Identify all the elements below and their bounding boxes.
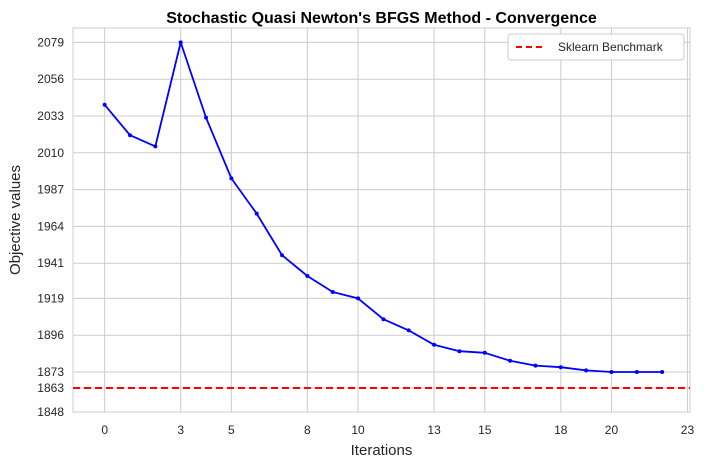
x-tick-label: 8 — [304, 423, 311, 437]
data-point — [305, 274, 310, 278]
plot-area — [72, 27, 691, 413]
y-tick-label: 1987 — [37, 183, 64, 197]
data-point — [508, 358, 513, 363]
x-tick-label: 20 — [605, 423, 619, 437]
data-point — [609, 370, 614, 374]
data-point — [634, 370, 639, 374]
data-point — [533, 363, 538, 368]
data-point — [229, 176, 234, 181]
y-tick-labels: 1848 1863 1873 1896 1919 1941 1964 1987 2010 2033… — [37, 35, 64, 419]
y-tick-label: 1873 — [37, 365, 64, 379]
y-tick-label: 2079 — [37, 35, 64, 49]
y-tick-label: 1896 — [37, 328, 64, 342]
chart-title: Stochastic Quasi Newton's BFGS Method - … — [166, 10, 597, 27]
plot-background — [73, 28, 690, 412]
legend: Sklearn Benchmark — [507, 33, 685, 61]
y-tick-label: 1964 — [37, 219, 64, 233]
x-tick-labels: 0 3 5 8 10 13 15 18 20 23 — [101, 423, 694, 437]
y-axis-title: Objective values — [7, 165, 24, 275]
data-point — [406, 328, 411, 333]
data-point — [280, 253, 285, 258]
y-tick-label: 2056 — [37, 72, 64, 86]
data-point — [584, 368, 589, 373]
x-tick-label: 18 — [554, 423, 568, 437]
x-tick-label: 13 — [427, 423, 441, 437]
data-point — [660, 370, 665, 374]
legend-box — [507, 33, 685, 61]
data-point — [558, 365, 563, 370]
x-tick-label: 5 — [228, 423, 235, 437]
legend-label-benchmark: Sklearn Benchmark — [558, 40, 664, 54]
data-point — [432, 342, 437, 347]
data-point — [178, 40, 183, 45]
y-tick-label: 2033 — [37, 109, 64, 123]
data-point — [102, 102, 107, 107]
x-tick-label: 15 — [478, 423, 492, 437]
data-point — [204, 115, 209, 120]
y-tick-label: 1848 — [37, 405, 64, 419]
data-point — [457, 349, 462, 354]
x-tick-label: 0 — [101, 423, 108, 437]
data-point — [482, 350, 487, 355]
data-point — [153, 144, 158, 149]
data-point — [381, 317, 386, 322]
x-tick-label: 3 — [177, 423, 184, 437]
y-tick-label: 1919 — [37, 291, 64, 305]
data-point — [330, 290, 335, 294]
data-point — [254, 211, 259, 216]
y-tick-label: 1863 — [37, 381, 64, 395]
axes-spines — [72, 27, 691, 413]
x-axis-title: Iterations — [351, 442, 413, 459]
y-tick-label: 1941 — [37, 256, 64, 270]
x-tick-label: 10 — [351, 423, 365, 437]
series-group — [102, 40, 665, 374]
x-tick-label: 23 — [681, 423, 695, 437]
y-tick-label: 2010 — [37, 146, 64, 160]
data-point — [356, 296, 361, 301]
axes-frame — [72, 27, 691, 413]
data-point — [128, 133, 133, 138]
